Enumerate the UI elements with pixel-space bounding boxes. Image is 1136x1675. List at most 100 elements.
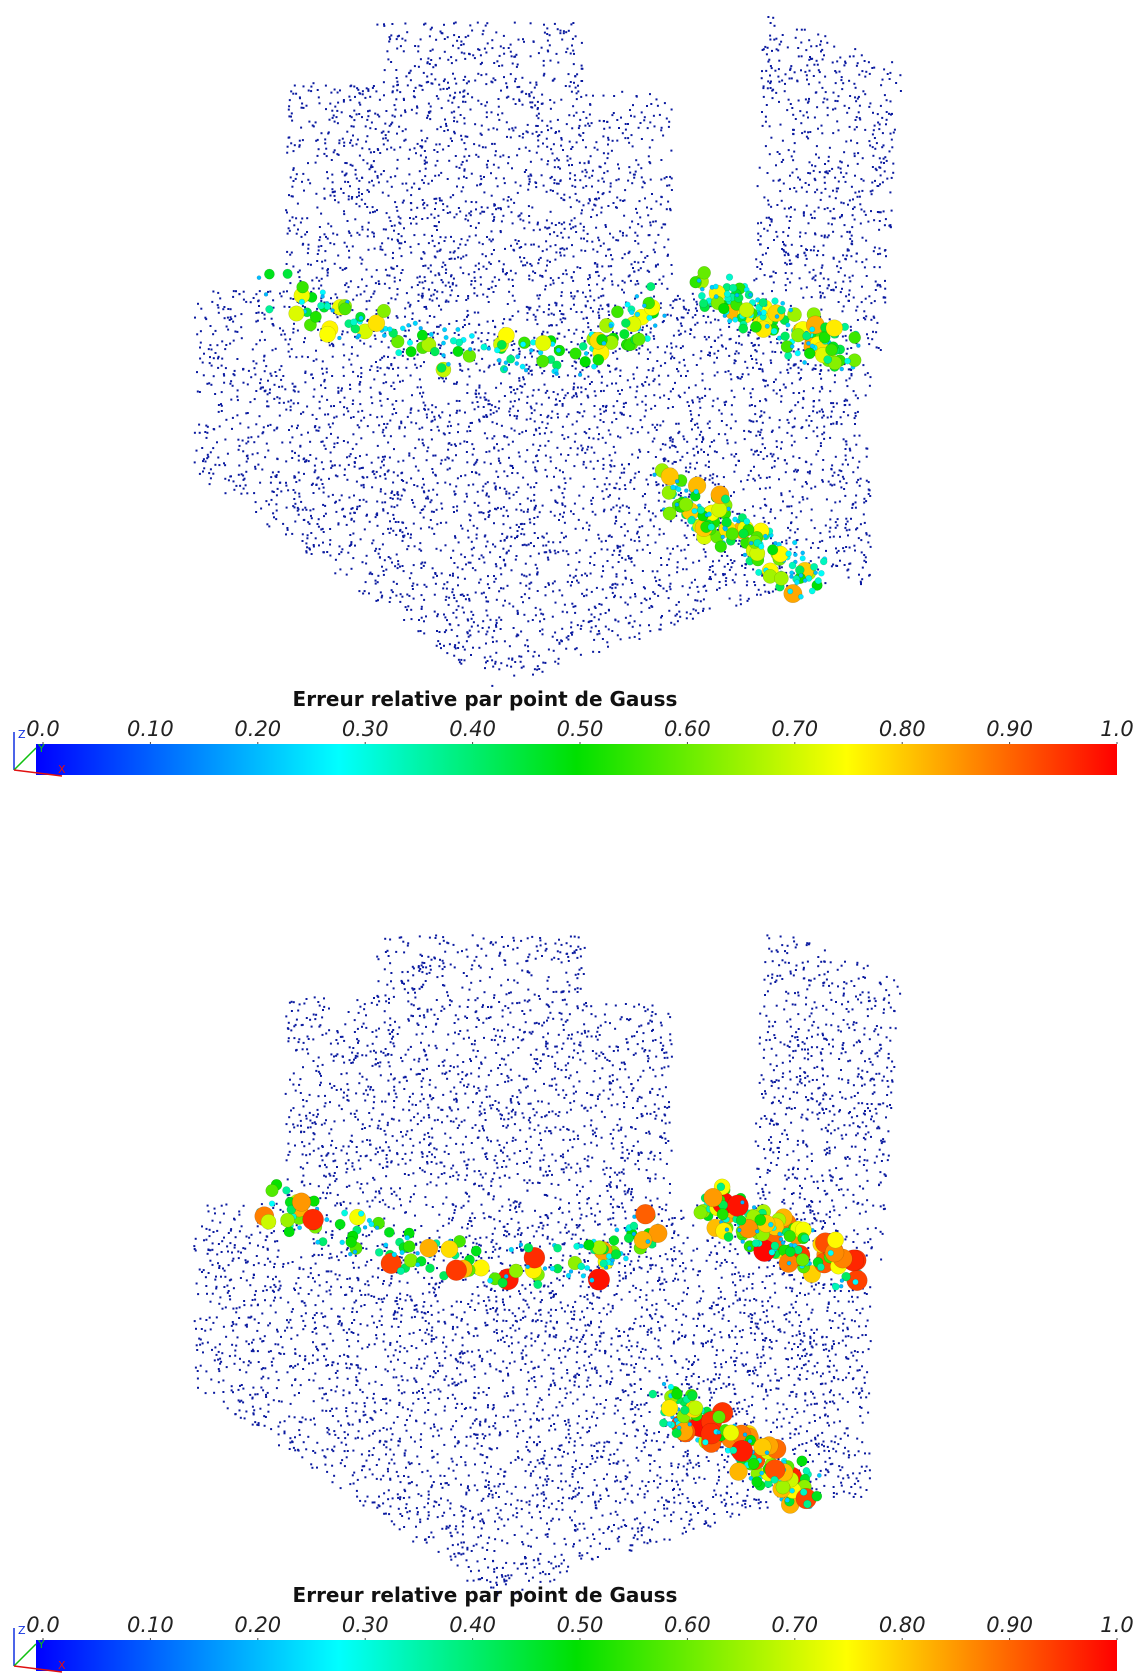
point [708,568,711,571]
point [236,399,239,402]
point [403,534,406,537]
point [395,77,398,79]
point [541,535,544,538]
point [743,509,746,512]
point [341,548,344,551]
point [546,124,549,127]
point [553,178,556,181]
point [832,108,834,111]
point [673,357,676,360]
point [414,465,417,468]
point [859,477,862,480]
point [570,632,573,634]
point [530,243,533,246]
point [544,391,547,394]
point [611,421,614,424]
point [576,411,579,414]
point [492,640,494,643]
point [438,57,441,60]
point [567,73,570,76]
point [485,83,488,86]
point [622,200,625,202]
point [301,139,304,142]
point [379,466,382,469]
point [505,121,508,124]
point [508,363,510,366]
point [421,296,424,299]
point [348,256,351,259]
point [423,233,426,236]
point [569,574,572,577]
point [555,302,558,305]
point [275,503,278,506]
point [829,390,832,393]
point [310,532,313,534]
point [529,370,532,372]
point [589,383,591,385]
point [868,140,871,143]
point [424,408,426,411]
point [602,389,605,392]
point [872,330,874,333]
point [593,146,596,149]
point [805,135,808,138]
point [432,66,435,69]
point [821,480,824,483]
point [597,179,600,182]
point [601,307,604,310]
point [747,373,750,376]
point [376,23,379,26]
point [744,563,747,566]
point [533,668,536,671]
point [802,349,805,352]
point [492,411,495,414]
point [344,162,347,164]
point [546,27,549,30]
point [782,383,785,386]
point [405,366,408,369]
point [662,134,665,137]
point [333,262,336,265]
point [767,80,770,83]
point [651,570,654,573]
point [844,526,847,529]
point [888,150,891,153]
point [865,315,868,318]
point [567,436,570,439]
point [657,584,660,586]
point [590,590,593,593]
point [361,278,363,281]
point [377,599,379,602]
point [828,530,831,533]
point [834,176,837,179]
point [275,509,278,512]
point [596,148,599,151]
point [757,344,760,347]
point [868,295,871,298]
point [747,334,750,336]
point [475,362,478,365]
point [366,228,369,231]
point [412,217,415,220]
point [518,398,520,401]
point [805,482,808,485]
point [505,272,508,274]
point [544,288,547,291]
point [751,318,754,321]
point [494,563,497,566]
point [287,343,290,346]
point [297,513,300,516]
point [383,423,386,425]
point [587,445,590,448]
point [427,333,429,336]
point [560,98,563,101]
point [864,213,867,216]
point [580,386,583,389]
point [662,484,664,487]
point [453,562,456,564]
point [788,505,790,508]
point [199,330,202,333]
point [426,416,428,419]
point [800,245,803,247]
point [855,528,857,531]
